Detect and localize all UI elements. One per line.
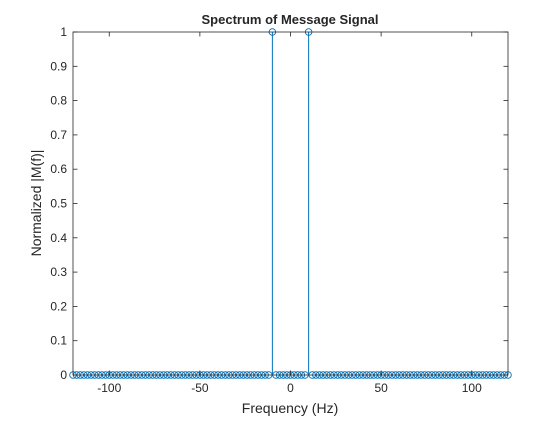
- x-tick-label: -50: [191, 381, 209, 395]
- y-tick-label: 0.1: [50, 334, 67, 348]
- y-tick-label: 0.2: [50, 299, 67, 313]
- chart-title: Spectrum of Message Signal: [202, 12, 379, 27]
- y-tick-label: 0.7: [50, 128, 67, 142]
- y-axis-label: Normalized |M(f)|: [28, 150, 44, 257]
- x-tick-label: -100: [97, 381, 121, 395]
- x-tick-label: 50: [374, 381, 388, 395]
- y-tick-label: 1: [60, 25, 67, 39]
- y-tick-label: 0: [60, 368, 67, 382]
- y-tick-label: 0.5: [50, 197, 67, 211]
- y-tick-label: 0.4: [50, 231, 67, 245]
- x-tick-label: 0: [287, 381, 294, 395]
- chart-axes: -100 -50 0 50 100 0 0.1 0.2 0.3 0.4 0.5 0.6 0.7 0.8 0.…: [50, 25, 509, 395]
- plot-background: [73, 32, 508, 375]
- y-tick-label: 0.8: [50, 94, 67, 108]
- x-axis-label: Frequency (Hz): [242, 400, 338, 416]
- y-tick-label: 0.6: [50, 162, 67, 176]
- y-tick-label: 0.9: [50, 59, 67, 73]
- y-tick-label: 0.3: [50, 265, 67, 279]
- x-tick-label: 100: [462, 381, 482, 395]
